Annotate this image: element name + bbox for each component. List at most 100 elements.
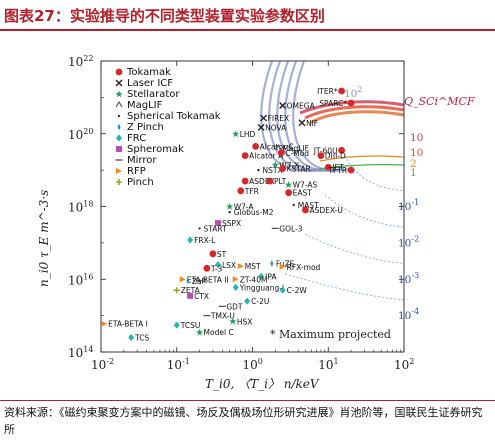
data-point-t-3 (203, 264, 211, 272)
contour-curve-q-10 (304, 105, 405, 120)
data-label: FuZE (276, 260, 295, 269)
contour-label: 102 (344, 85, 362, 100)
data-label: MAST (298, 201, 319, 210)
data-label: Alcator A (249, 152, 284, 161)
data-point-globus-m2 (228, 210, 231, 214)
data-label: EAST (293, 189, 313, 198)
data-label: JT-60U (313, 146, 338, 155)
data-point-asdex (241, 177, 249, 185)
contour-label: 10-3 (398, 271, 419, 286)
data-label: Yingguang-I (239, 283, 284, 292)
data-point-mst (237, 263, 244, 270)
data-point-jet (324, 163, 332, 171)
data-point-c-2u (244, 297, 251, 305)
contour-label: 10 (410, 147, 423, 159)
data-point-alcator-c (252, 142, 260, 150)
legend-label: Laser ICF (127, 78, 173, 89)
contour-curve-q-low (284, 273, 405, 301)
contour-label: 1 (410, 167, 417, 179)
data-label: NOVA (265, 123, 287, 132)
data-point-plt (266, 177, 274, 185)
data-point-mast (292, 203, 295, 207)
legend-label: Spheromak (127, 144, 184, 155)
x-tick-label: 10-1 (167, 357, 190, 372)
y-axis-label: n_i0 τ_E m^-3·s (37, 190, 51, 287)
data-point-alcator-a (241, 152, 249, 160)
data-point-sspx (214, 220, 221, 227)
data-point-sparc- (347, 99, 355, 107)
data-point-st (209, 250, 217, 258)
data-label: ZaP (192, 277, 207, 286)
contour-curve-q-2 (319, 155, 405, 162)
source-note: 资料来源：《磁约束聚变方案中的磁镜、场反及偶极场位形研究进展》肖池阶等，国联民生… (4, 406, 483, 436)
data-label: FIREX (268, 114, 290, 123)
contour-label: 2 (410, 158, 417, 170)
legend-marker (115, 79, 123, 87)
data-label: JET (331, 163, 344, 172)
data-point-ipa (258, 272, 265, 280)
y-tick-label: 1016 (68, 272, 93, 287)
data-point-c-2w (279, 286, 286, 294)
data-label: SSPX (222, 219, 241, 228)
data-label: TFTR (327, 166, 347, 175)
data-label: LHD (240, 130, 256, 139)
contour-curve-q-high (292, 60, 350, 172)
legend-marker (117, 114, 121, 118)
data-point-start (198, 227, 201, 230)
y-tick-label: 1014 (68, 345, 93, 360)
data-label: RFX-mod (287, 263, 321, 272)
data-label: TMX-U (210, 312, 235, 321)
data-label: ASDEX-U (309, 206, 342, 215)
data-point-nif (298, 119, 306, 127)
data-label: MST (245, 262, 261, 271)
legend-marker (115, 68, 123, 76)
data-label: MagLIF (282, 144, 309, 153)
legend-label: Mirror (127, 155, 157, 166)
x-axis-label: T_i0, 〈T_i〉 n/keV (205, 377, 320, 391)
data-label: ZT-40M (240, 275, 268, 284)
x-tick-label: 10-2 (91, 357, 114, 372)
contour-title: Q_SCi^MCF (404, 95, 475, 108)
data-point-hsx (229, 317, 237, 325)
legend-label: FRC (127, 133, 146, 144)
data-point-firex (260, 114, 268, 122)
data-point-ctx (187, 292, 194, 299)
y-tick-label: 1022 (68, 54, 93, 69)
figure-title: 图表27：实验推导的不同类型装置实验参数区别 (4, 7, 325, 25)
legend-marker (115, 100, 123, 108)
data-point-zeta (173, 287, 180, 294)
data-label: C-2W (287, 286, 308, 295)
data-label: ETA-BETA II (187, 275, 229, 284)
legend-marker (116, 134, 122, 142)
data-point-iter- (338, 87, 345, 95)
y-tick-label: 1018 (68, 200, 93, 215)
contour-label: 10-4 (398, 307, 419, 322)
data-point-zt-40m (232, 276, 239, 283)
contour-label: 10-1 (398, 198, 419, 213)
data-point-fuze (270, 260, 274, 268)
contour-label: 10 (410, 132, 423, 144)
footer-rule (0, 400, 495, 401)
data-label: FRX-L (194, 236, 216, 245)
data-label: HSX (237, 317, 253, 326)
header-rule (0, 29, 495, 31)
data-label: ZETA (181, 286, 201, 295)
data-label: ETA-BETA I (108, 320, 148, 329)
data-point-tfr (237, 187, 245, 195)
data-label: IPA (265, 272, 277, 281)
data-point-east (285, 189, 293, 197)
legend-marker (116, 179, 122, 185)
data-label: Alcator C (260, 142, 294, 151)
legend-label: MagLIF (127, 100, 163, 111)
data-label: TCS (134, 334, 149, 343)
legend-label: RFP (127, 166, 146, 177)
data-label: TCSU (180, 321, 201, 330)
legend-label: Tokamak (126, 67, 171, 78)
data-point-tcsu (173, 321, 180, 329)
data-point-maglif (274, 144, 282, 151)
x-tick-label: 100 (243, 357, 263, 372)
data-label: DIII-D (325, 152, 346, 161)
y-tick-label: 1020 (68, 127, 93, 142)
data-point-tftr (347, 166, 355, 174)
legend-label: Stellarator (127, 89, 180, 100)
